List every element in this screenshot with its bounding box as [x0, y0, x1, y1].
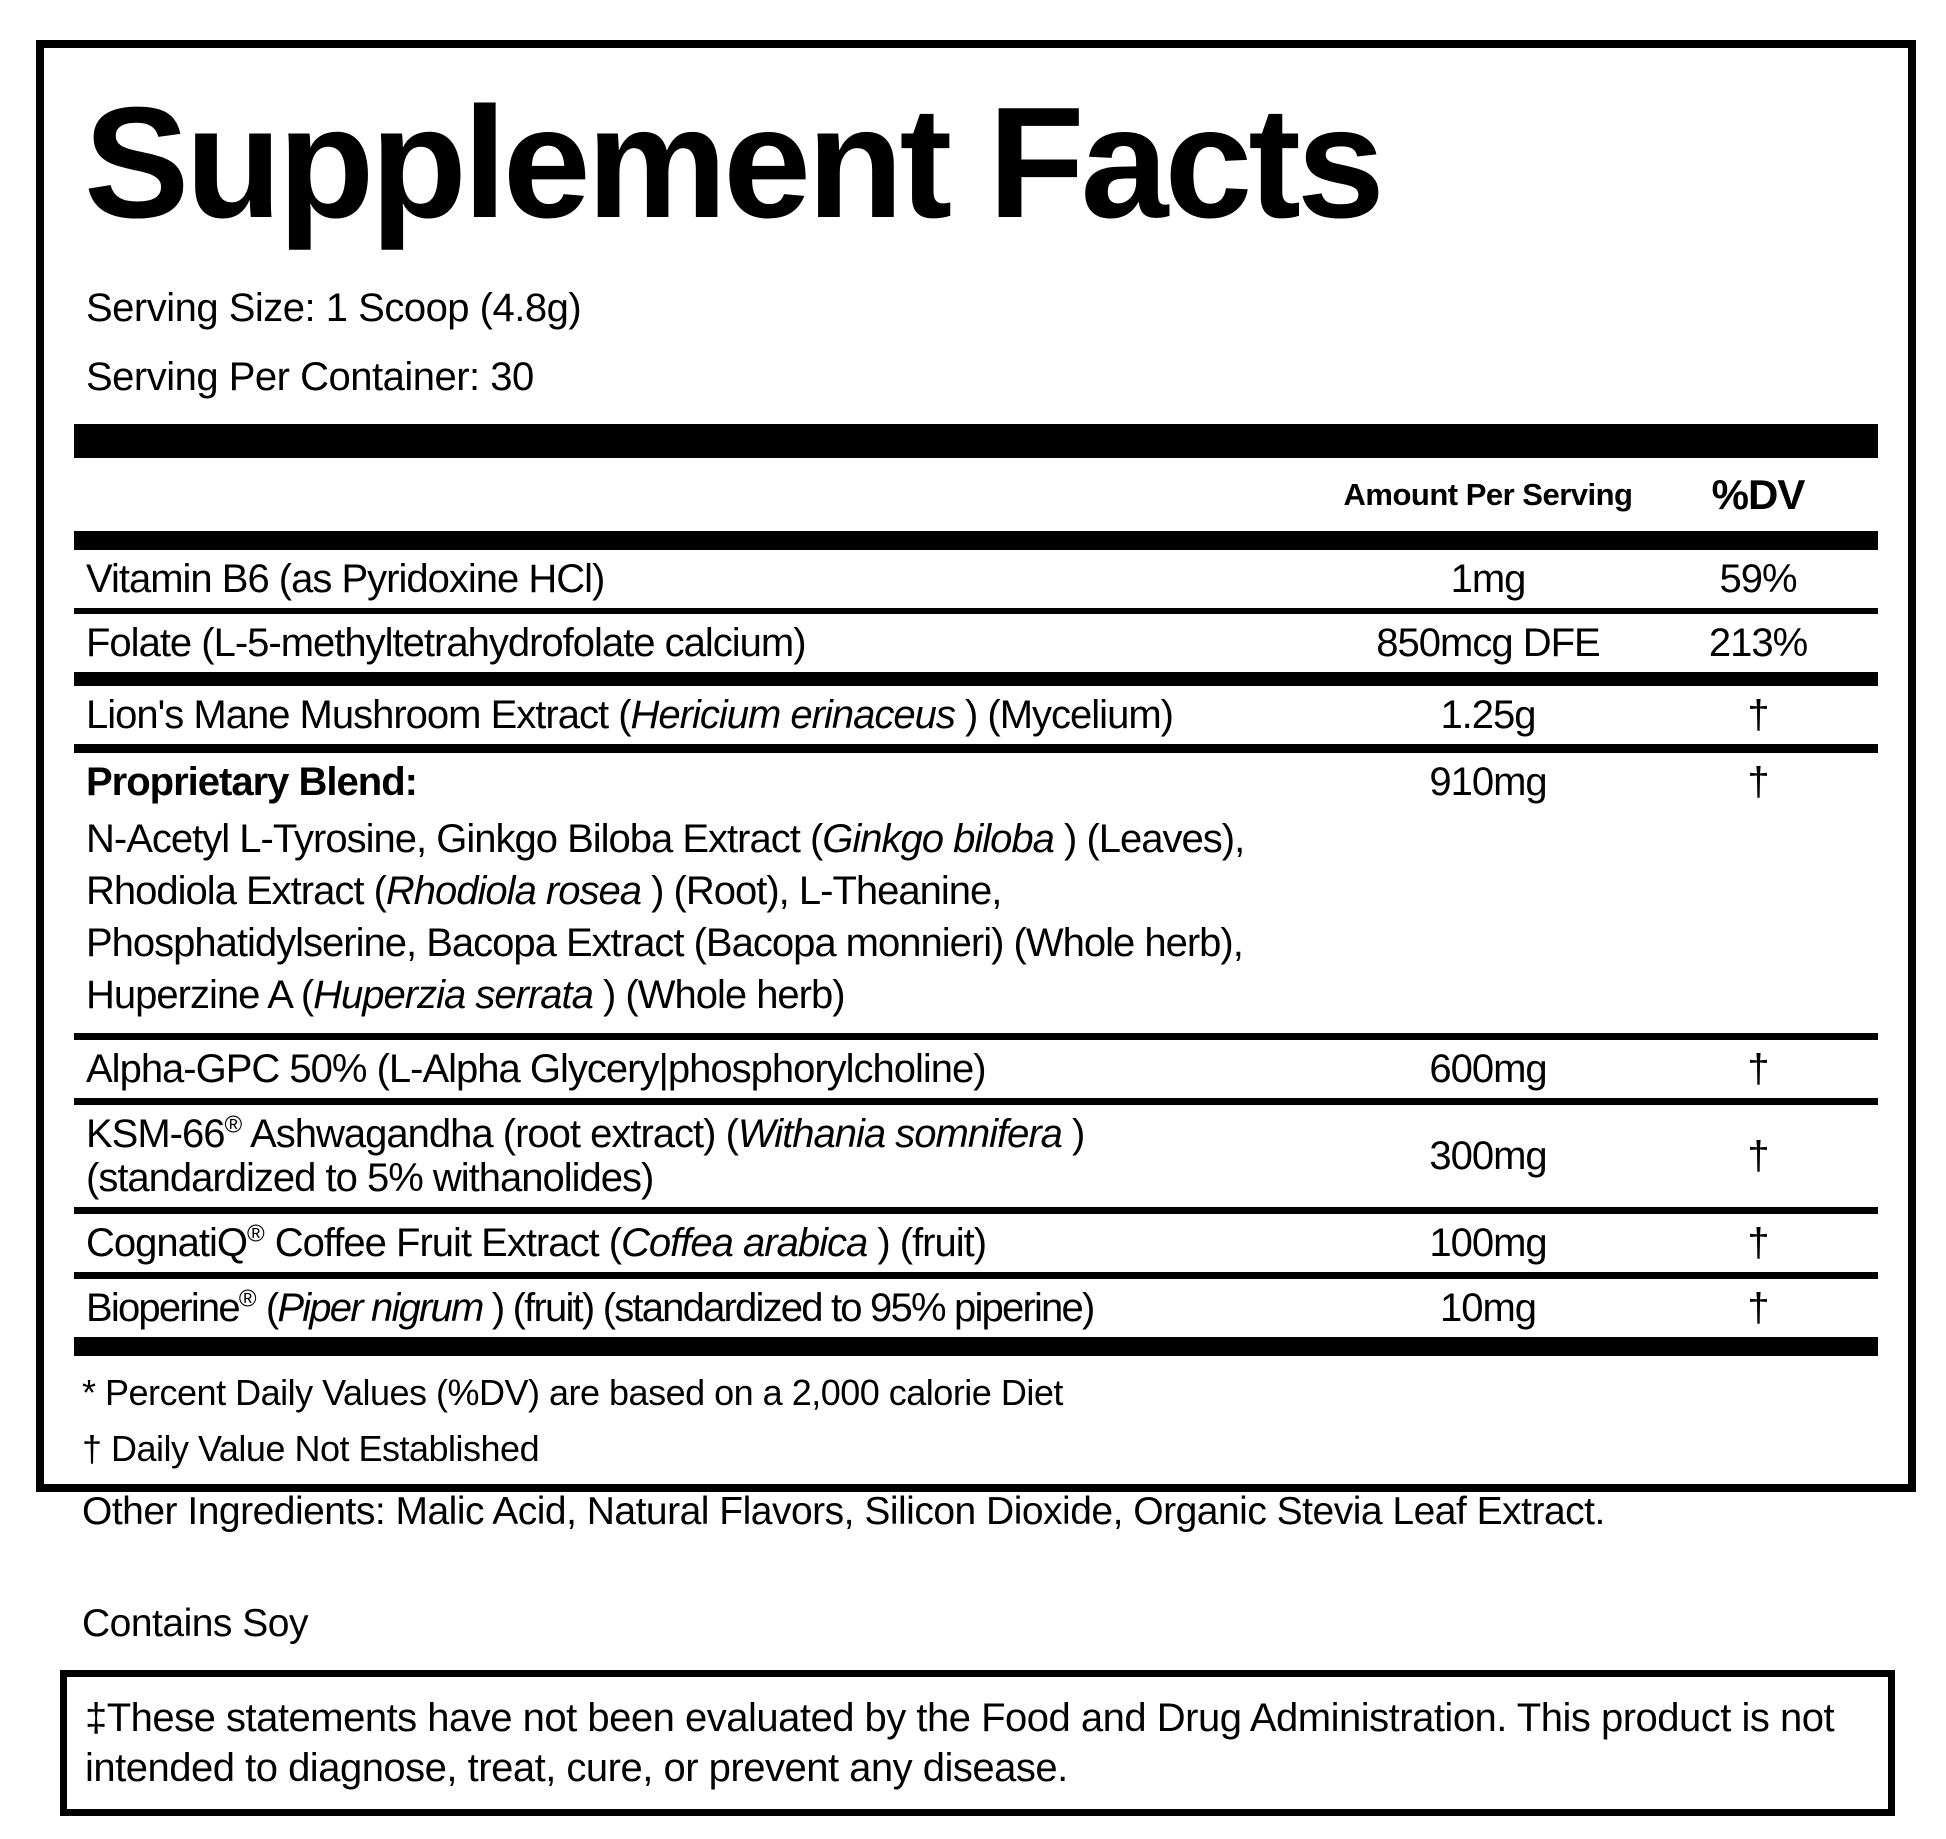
name-text: ) (fruit) (standardized to 95% piperine)	[482, 1286, 1095, 1330]
allergen-statement: Contains Soy	[82, 1602, 308, 1645]
row-divider	[74, 1207, 1878, 1214]
ingredient-name: Alpha-GPC 50% (L-Alpha Glycery|phosphory…	[86, 1047, 987, 1091]
name-text: )	[1061, 1112, 1085, 1156]
row-bioperine: Bioperine® (Piper nigrum ) (fruit) (stan…	[74, 1279, 1878, 1337]
daily-value: †	[1747, 1221, 1769, 1265]
supplement-facts-panel: Supplement Facts Serving Size: 1 Scoop (…	[36, 40, 1916, 1492]
divider-heavy-top	[74, 424, 1878, 458]
name-text: (	[256, 1286, 279, 1330]
servings-per-container: Serving Per Container: 30	[86, 355, 534, 399]
ingredient-name: Folate (L-5-methyltetrahydrofolate calci…	[86, 621, 807, 665]
amount-value: 100mg	[1429, 1221, 1547, 1265]
row-proprietary-blend: Proprietary Blend: 910mg †	[74, 753, 1878, 811]
ingredient-name: CognatiQ® Coffee Fruit Extract (Coffea a…	[74, 1221, 1318, 1265]
column-header-row: Amount Per Serving %DV	[74, 458, 1878, 531]
proprietary-blend-label: Proprietary Blend:	[86, 760, 418, 804]
brand-name: CognatiQ	[86, 1221, 248, 1265]
row-divider	[74, 1272, 1878, 1279]
name-text: Coffee Fruit Extract (	[264, 1221, 622, 1265]
amount-value: 1.25g	[1440, 693, 1536, 737]
ingredient-name: Bioperine® (Piper nigrum ) (fruit) (stan…	[74, 1286, 1318, 1330]
daily-value: †	[1747, 1286, 1769, 1330]
brand-name: Bioperine	[86, 1286, 241, 1330]
proprietary-blend-ingredients: N-Acetyl L-Tyrosine, Ginkgo Biloba Extra…	[74, 813, 1316, 1021]
daily-value: †	[1747, 1134, 1769, 1178]
column-header-amount: Amount Per Serving	[1343, 477, 1634, 512]
name-text: ) (Mycelium)	[954, 693, 1174, 737]
divider-heavy-bottom	[74, 1337, 1878, 1356]
amount-value: 910mg	[1429, 760, 1547, 804]
name-text: ) (fruit)	[867, 1221, 987, 1265]
daily-value: †	[1747, 1047, 1769, 1091]
row-folate: Folate (L-5-methyltetrahydrofolate calci…	[74, 614, 1878, 672]
footnote-dagger: † Daily Value Not Established	[82, 1428, 540, 1469]
row-alpha-gpc: Alpha-GPC 50% (L-Alpha Glycery|phosphory…	[74, 1040, 1878, 1098]
daily-value: 59%	[1719, 557, 1797, 601]
amount-value: 850mcg DFE	[1376, 621, 1600, 665]
row-divider	[74, 608, 1878, 614]
amount-value: 600mg	[1429, 1047, 1547, 1091]
species-name: Coffea arabica	[621, 1221, 868, 1265]
row-divider	[74, 744, 1878, 753]
row-ksm66-ashwagandha: KSM-66® Ashwagandha (root extract) (With…	[74, 1105, 1878, 1207]
name-text: Lion's Mane Mushroom Extract (	[86, 693, 632, 737]
fda-disclaimer-box: ‡These statements have not been evaluate…	[60, 1670, 1895, 1816]
blend-text: N-Acetyl L-Tyrosine, Ginkgo Biloba Extra…	[86, 817, 823, 861]
registered-trademark-icon: ®	[238, 1285, 257, 1313]
daily-value: 213%	[1708, 621, 1808, 665]
row-divider-thick	[74, 672, 1878, 686]
species-name: Ginkgo biloba	[822, 817, 1055, 861]
registered-trademark-icon: ®	[224, 1111, 243, 1139]
ingredient-name: Vitamin B6 (as Pyridoxine HCl)	[86, 557, 605, 601]
brand-name: KSM-66	[86, 1112, 225, 1156]
amount-value: 10mg	[1439, 1286, 1537, 1330]
divider-heavy-header	[74, 531, 1878, 550]
row-divider	[74, 1033, 1878, 1040]
species-name: Piper nigrum	[277, 1286, 484, 1330]
row-cognatiq: CognatiQ® Coffee Fruit Extract (Coffea a…	[74, 1214, 1878, 1272]
footnote-daily-values: * Percent Daily Values (%DV) are based o…	[82, 1372, 1063, 1413]
row-lions-mane: Lion's Mane Mushroom Extract (Hericium e…	[74, 686, 1878, 744]
blend-text: ) (Leaves), Rhodiola Extract (	[86, 817, 1245, 913]
species-name: Rhodiola rosea	[385, 869, 642, 913]
blend-text: ) (Root), L-Theanine, Phosphatidylserine…	[86, 869, 1244, 1017]
daily-value: †	[1747, 693, 1769, 737]
registered-trademark-icon: ®	[246, 1220, 265, 1248]
species-name: Hericium erinaceus	[630, 693, 956, 737]
panel-title: Supplement Facts	[84, 75, 1385, 251]
daily-value: †	[1747, 760, 1769, 804]
ingredient-name: KSM-66® Ashwagandha (root extract) (With…	[74, 1112, 1318, 1200]
species-name: Huperzia serrata	[313, 973, 594, 1017]
column-header-dv: %DV	[1711, 471, 1806, 518]
amount-value: 300mg	[1429, 1134, 1547, 1178]
species-name: Withania somnifera	[737, 1112, 1063, 1156]
name-text: Ashwagandha (root extract) (	[242, 1112, 739, 1156]
name-text-line2: (standardized to 5% withanolides)	[86, 1156, 654, 1200]
other-ingredients: Other Ingredients: Malic Acid, Natural F…	[82, 1490, 1605, 1533]
amount-value: 1mg	[1450, 557, 1527, 601]
row-vitamin-b6: Vitamin B6 (as Pyridoxine HCl) 1mg 59%	[74, 550, 1878, 608]
ingredient-name: Lion's Mane Mushroom Extract (Hericium e…	[74, 693, 1318, 737]
blend-text: ) (Whole herb)	[592, 973, 846, 1017]
fda-disclaimer-text: ‡These statements have not been evaluate…	[85, 1696, 1835, 1790]
row-divider	[74, 1098, 1878, 1105]
serving-size: Serving Size: 1 Scoop (4.8g)	[86, 286, 582, 330]
